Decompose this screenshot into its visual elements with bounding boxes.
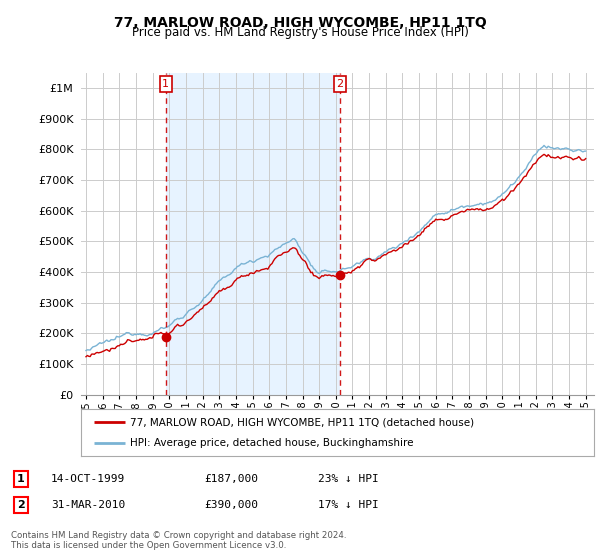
Text: Contains HM Land Registry data © Crown copyright and database right 2024.
This d: Contains HM Land Registry data © Crown c… — [11, 531, 346, 550]
Text: 1: 1 — [162, 79, 169, 89]
Text: 77, MARLOW ROAD, HIGH WYCOMBE, HP11 1TQ: 77, MARLOW ROAD, HIGH WYCOMBE, HP11 1TQ — [113, 16, 487, 30]
Text: HPI: Average price, detached house, Buckinghamshire: HPI: Average price, detached house, Buck… — [130, 438, 413, 448]
Text: 23% ↓ HPI: 23% ↓ HPI — [318, 474, 379, 484]
Text: Price paid vs. HM Land Registry's House Price Index (HPI): Price paid vs. HM Land Registry's House … — [131, 26, 469, 39]
Text: 1: 1 — [17, 474, 25, 484]
Text: £187,000: £187,000 — [204, 474, 258, 484]
Text: £390,000: £390,000 — [204, 500, 258, 510]
Bar — [166, 73, 340, 395]
Text: 77, MARLOW ROAD, HIGH WYCOMBE, HP11 1TQ (detached house): 77, MARLOW ROAD, HIGH WYCOMBE, HP11 1TQ … — [130, 417, 474, 427]
Text: 14-OCT-1999: 14-OCT-1999 — [51, 474, 125, 484]
Text: 17% ↓ HPI: 17% ↓ HPI — [318, 500, 379, 510]
Text: 31-MAR-2010: 31-MAR-2010 — [51, 500, 125, 510]
Text: 2: 2 — [17, 500, 25, 510]
Text: 2: 2 — [337, 79, 344, 89]
